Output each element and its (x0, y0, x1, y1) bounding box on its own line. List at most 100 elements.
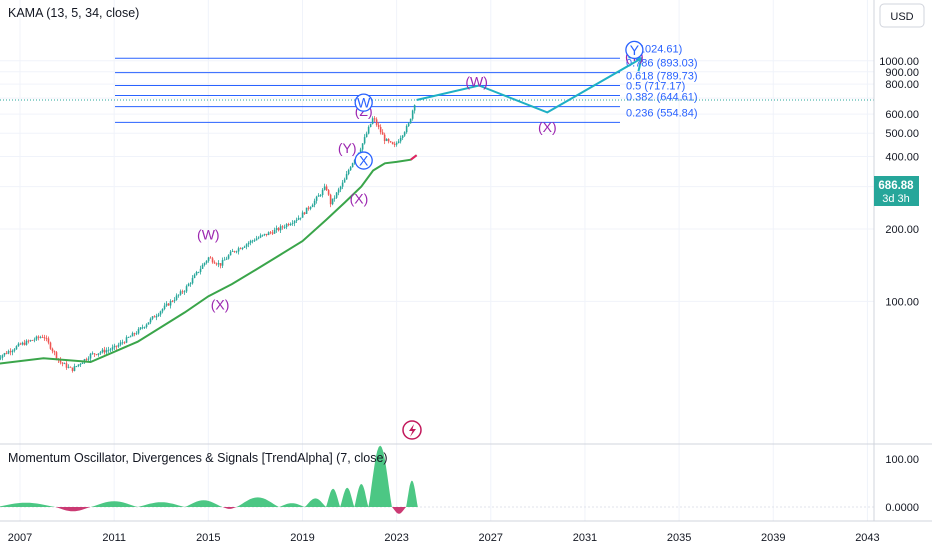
candle-body (275, 228, 278, 230)
candle-body (103, 349, 106, 353)
candle-body (265, 233, 268, 236)
wave-label: (X) (350, 190, 369, 206)
candle-body (393, 144, 396, 145)
candle-body (215, 263, 218, 265)
candle-body (169, 301, 172, 306)
candle-body (195, 271, 198, 275)
candle-body (371, 118, 374, 124)
candle-body (167, 303, 170, 306)
candle-body (119, 342, 122, 345)
candle-body (387, 138, 390, 142)
candle-body (151, 316, 154, 319)
candle-body (273, 229, 276, 234)
kama-line (0, 154, 418, 365)
candle-body (311, 205, 314, 208)
candle-body (3, 353, 6, 356)
bar-countdown: 3d 3h (882, 193, 910, 205)
candle-body (183, 291, 186, 293)
time-tick-label: 2039 (761, 532, 785, 544)
candle-body (189, 283, 192, 285)
candle-body (141, 327, 144, 329)
candle-body (319, 195, 322, 196)
currency-button[interactable]: USD (879, 3, 925, 28)
candle-body (45, 338, 48, 339)
fibonacci-levels: 1 (1024.61)0.786 (893.03)0.618 (789.73)0… (0, 43, 874, 123)
candle-body (279, 226, 282, 231)
candle-body (245, 244, 248, 247)
candle-body (111, 347, 114, 350)
candle-body (413, 105, 416, 111)
fib-level-label: 0.382 (644.61) (626, 92, 698, 104)
candle-body (385, 138, 388, 141)
candle-body (5, 353, 8, 354)
time-tick-label: 2043 (855, 532, 879, 544)
candle-body (253, 240, 256, 242)
candle-body (299, 217, 302, 219)
candle-body (191, 277, 194, 284)
candle-body (0, 357, 2, 359)
candle-body (203, 262, 206, 265)
candle-body (201, 264, 204, 269)
candle-body (379, 126, 382, 133)
candle-body (295, 219, 298, 221)
candle-body (81, 362, 84, 364)
candle-body (173, 299, 176, 302)
candle-body (175, 295, 178, 300)
candle-body (313, 200, 316, 206)
candle-body (13, 349, 16, 351)
price-tick-label: 400.00 (885, 152, 919, 164)
time-axis[interactable]: 2007 2011 2015 2019 2023 2027 2031 2035 2039 2043 (8, 532, 880, 544)
candle-body (243, 246, 246, 248)
candle-body (193, 274, 196, 278)
oscillator-axis[interactable]: 0.0000 100.00 (885, 454, 919, 514)
candle-body (377, 124, 380, 127)
candle-body (95, 354, 98, 356)
time-tick-label: 2027 (479, 532, 503, 544)
candle-body (337, 189, 340, 193)
candle-body (139, 327, 142, 330)
candle-body (73, 366, 76, 371)
wave-label: W (357, 95, 371, 111)
candle-body (165, 303, 168, 306)
candle-body (259, 235, 262, 238)
candle-body (11, 350, 14, 353)
candle-body (303, 212, 306, 214)
candle-body (287, 224, 290, 226)
candle-body (127, 337, 130, 338)
candle-body (247, 242, 250, 245)
candle-body (399, 138, 402, 142)
candle-body (69, 366, 72, 368)
candle-body (89, 353, 92, 359)
candle-body (185, 286, 188, 292)
candle-body (239, 248, 242, 250)
oscillator-bar (90, 501, 138, 507)
main-indicator-title[interactable]: KAMA (13, 5, 34, close) (8, 6, 139, 20)
candle-body (235, 251, 238, 253)
candle-body (391, 142, 394, 145)
sub-indicator-title[interactable]: Momentum Oscillator, Divergences & Signa… (8, 451, 388, 465)
candle-body (87, 358, 90, 360)
candle-body (351, 163, 354, 168)
candle-body (389, 141, 392, 143)
candle-body (143, 327, 146, 328)
candle-body (403, 132, 406, 136)
last-price-label: 686.88 3d 3h (874, 176, 919, 206)
time-tick-label: 2015 (196, 532, 220, 544)
candle-body (309, 207, 312, 209)
oscillator-bar (354, 484, 369, 507)
time-tick-label: 2011 (102, 532, 126, 544)
wave-label: (W) (197, 226, 220, 242)
candle-body (71, 367, 74, 371)
candle-body (17, 343, 20, 347)
candle-body (25, 340, 28, 345)
last-price-value: 686.88 (878, 180, 914, 192)
candle-body (145, 324, 148, 328)
candle-body (159, 311, 162, 315)
candle-body (335, 192, 338, 198)
candle-body (255, 238, 258, 241)
signal-lightning-icon[interactable] (402, 420, 422, 440)
candle-body (19, 343, 22, 345)
candle-body (373, 118, 376, 120)
candle-body (93, 353, 96, 355)
